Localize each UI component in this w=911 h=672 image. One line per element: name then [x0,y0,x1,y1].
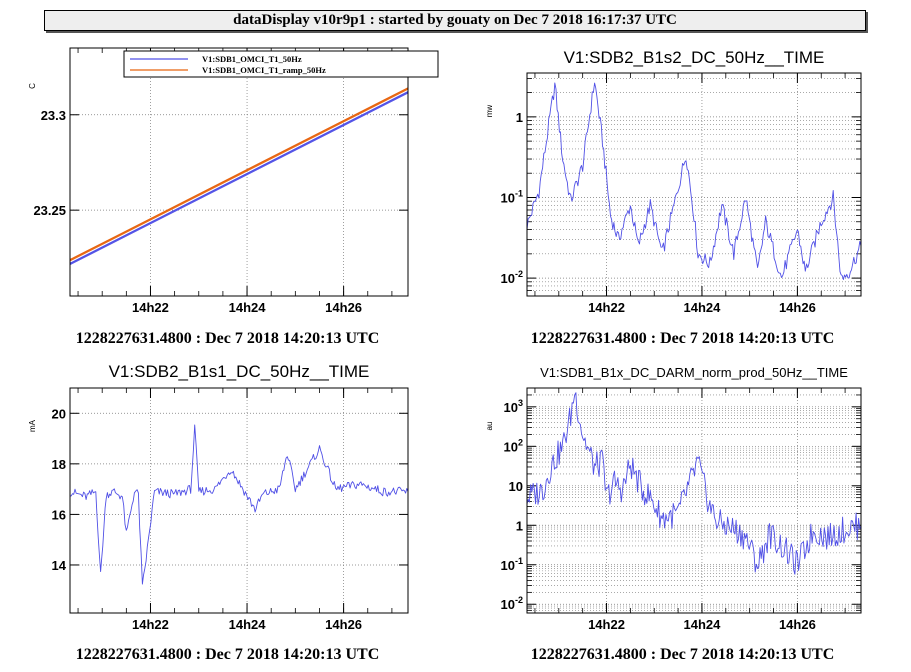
panel-1-timestamp: 1228227631.4800 : Dec 7 2018 14:20:13 UT… [75,330,380,347]
y-tick-label: 10-2 [501,595,523,612]
plot-frame [526,72,862,297]
y-tick-label: 10 [509,479,523,494]
series-line-1-shadow [69,92,409,266]
series-line-2-shadow [69,88,409,262]
x-tick-label: 14h26 [779,617,816,632]
y-tick-label: 1 [516,110,523,125]
series-line-1 [526,392,862,575]
x-tick-label: 14h26 [325,617,362,632]
x-tick-label: 14h24 [684,300,722,315]
legend-box [123,50,439,78]
legend-label-1: V1:SDB1_OMCI_T1_50Hz [202,54,302,64]
chart-panel-2: 10-2 10-1 1 14h22 14h24 14h26 mw V1:SDB2_B1s2_D… [485,48,862,315]
chart-title: V1:SDB1_B1x_DC_DARM_norm_prod_50Hz__TIME [540,365,848,380]
y-axis-label: mA [28,419,37,432]
plot-frame [526,387,862,614]
y-tick-label: 10-1 [501,556,523,573]
panel-2-timestamp: 1228227631.4800 : Dec 7 2018 14:20:13 UT… [530,330,835,347]
y-tick-label: 14 [52,558,67,573]
x-tick-label: 14h24 [229,617,267,632]
x-tick-label: 14h22 [588,300,625,315]
chart-title: V1:SDB2_B1s2_DC_50Hz__TIME [564,48,825,67]
y-axis-label: mw [485,105,494,118]
app-title-banner: dataDisplay v10r9p1 : started by gouaty … [44,10,866,31]
series-line-1 [526,82,862,280]
legend-label-2: V1:SDB1_OMCI_T1_ramp_50Hz [202,65,326,75]
plot-frame [69,387,409,614]
y-axis-label: au [485,422,494,431]
plot-area [70,388,408,613]
plot-area [70,48,408,296]
y-tick-label: 103 [504,398,523,415]
y-tick-label: 102 [504,437,523,454]
x-tick-label: 14h26 [325,300,362,315]
plot-area [527,73,861,296]
x-tick-label: 14h24 [684,617,722,632]
y-tick-label: 23.25 [33,203,66,218]
x-tick-label: 14h22 [588,617,625,632]
y-tick-label: 1 [516,518,523,533]
y-tick-label: 18 [52,457,66,472]
x-tick-label: 14h24 [229,300,267,315]
chart-panel-3: 14 16 18 20 14h22 14h24 14h26 mA V1:SDB2_B1s1_DC… [28,362,409,632]
x-tick-label: 14h22 [132,617,169,632]
series-line-2 [69,87,409,261]
y-tick-label: 23.3 [41,108,66,123]
panel-3-timestamp: 1228227631.4800 : Dec 7 2018 14:20:13 UT… [75,646,380,663]
y-axis-label: C [28,83,37,89]
plot-frame [69,47,409,297]
y-tick-label: 10-1 [501,188,523,205]
y-tick-label: 20 [52,406,66,421]
chart-title: V1:SDB2_B1s1_DC_50Hz__TIME [109,362,370,381]
legend: V1:SDB1_OMCI_T1_50HzV1:SDB1_OMCI_T1_ramp… [123,50,439,78]
series-line-1 [69,424,409,585]
x-tick-label: 14h26 [779,300,816,315]
chart-panel-4: 10-2 10-1 1 10 102 103 14h22 14h24 14h26 au V1:SDB… [485,365,862,632]
y-tick-label: 16 [52,507,66,522]
x-tick-label: 14h22 [132,300,169,315]
plot-area [527,388,861,613]
series-line-1 [69,91,409,265]
chart-panel-1: 23.25 23.3 14h22 14h24 14h26 C V1:SDB1_OMCI_T1… [28,47,439,315]
y-tick-label: 10-2 [501,269,523,286]
panel-4-timestamp: 1228227631.4800 : Dec 7 2018 14:20:13 UT… [530,646,835,663]
